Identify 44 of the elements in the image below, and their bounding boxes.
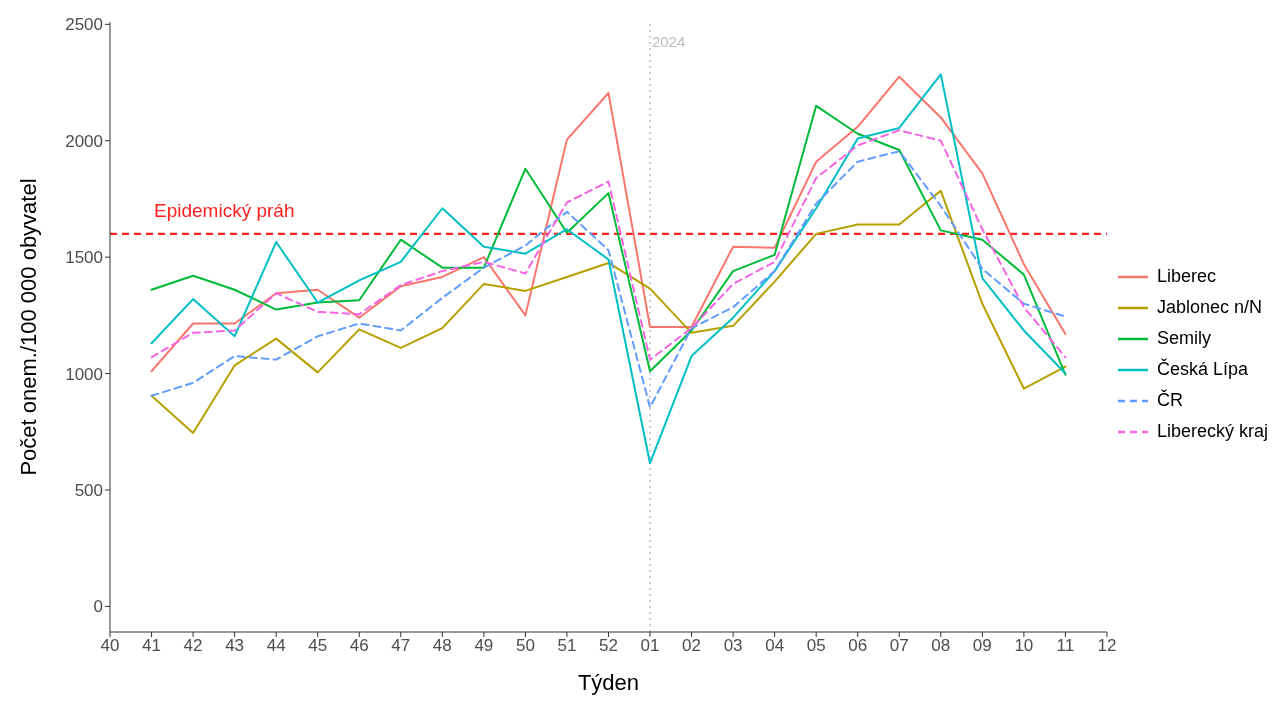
x-tick-label: 48 (432, 636, 452, 656)
x-tick-label: 40 (100, 636, 120, 656)
x-tick-label: 05 (806, 636, 826, 656)
x-tick-label: 04 (765, 636, 785, 656)
x-tick-label: 42 (183, 636, 203, 656)
legend-label: Semily (1156, 327, 1211, 350)
y-axis-title: Počet onem./100 000 obyvatel (15, 178, 41, 476)
x-tick-label: 51 (557, 636, 577, 656)
y-tick-label: 500 (74, 481, 103, 501)
y-tick-label: 2500 (65, 15, 103, 35)
x-tick-label: 46 (349, 636, 369, 656)
legend-label: Jablonec n/N (1156, 296, 1263, 319)
x-tick-label: 11 (1056, 636, 1075, 656)
x-tick-label: 12 (1097, 636, 1117, 656)
y-tick-label: 2000 (65, 131, 103, 151)
x-tick-label: 08 (931, 636, 951, 656)
x-tick-label: 09 (972, 636, 992, 656)
ref-line-label: Epidemický práh (154, 200, 295, 222)
legend-label: ČR (1156, 388, 1183, 412)
x-tick-label: 07 (889, 636, 909, 656)
y-tick-label: 0 (93, 597, 103, 617)
x-tick-label: 02 (682, 636, 702, 656)
x-tick-label: 45 (308, 636, 328, 656)
x-axis-title: Týden (577, 670, 640, 695)
x-tick-label: 52 (599, 636, 618, 656)
legend-label: Liberec (1156, 265, 1216, 288)
x-tick-label: 10 (1014, 636, 1034, 656)
x-tick-label: 01 (640, 636, 660, 656)
legend-label: Česká Lípa (1156, 357, 1249, 381)
x-tick-label: 41 (142, 636, 161, 656)
line-series (150, 150, 1067, 409)
x-tick-label: 50 (515, 636, 535, 656)
legend-label: Liberecký kraj (1156, 420, 1268, 443)
x-tick-label: 44 (266, 636, 286, 656)
x-tick-label: 47 (391, 636, 411, 656)
x-tick-label: 06 (848, 636, 868, 656)
ref-line-label: 2024 (652, 32, 686, 50)
y-tick-label: 1500 (65, 248, 103, 268)
x-tick-label: 03 (723, 636, 743, 656)
line-series (150, 189, 1067, 434)
line-series (150, 73, 1067, 465)
x-tick-label: 49 (474, 636, 494, 656)
x-tick-label: 43 (225, 636, 245, 656)
y-tick-label: 1000 (65, 364, 103, 384)
